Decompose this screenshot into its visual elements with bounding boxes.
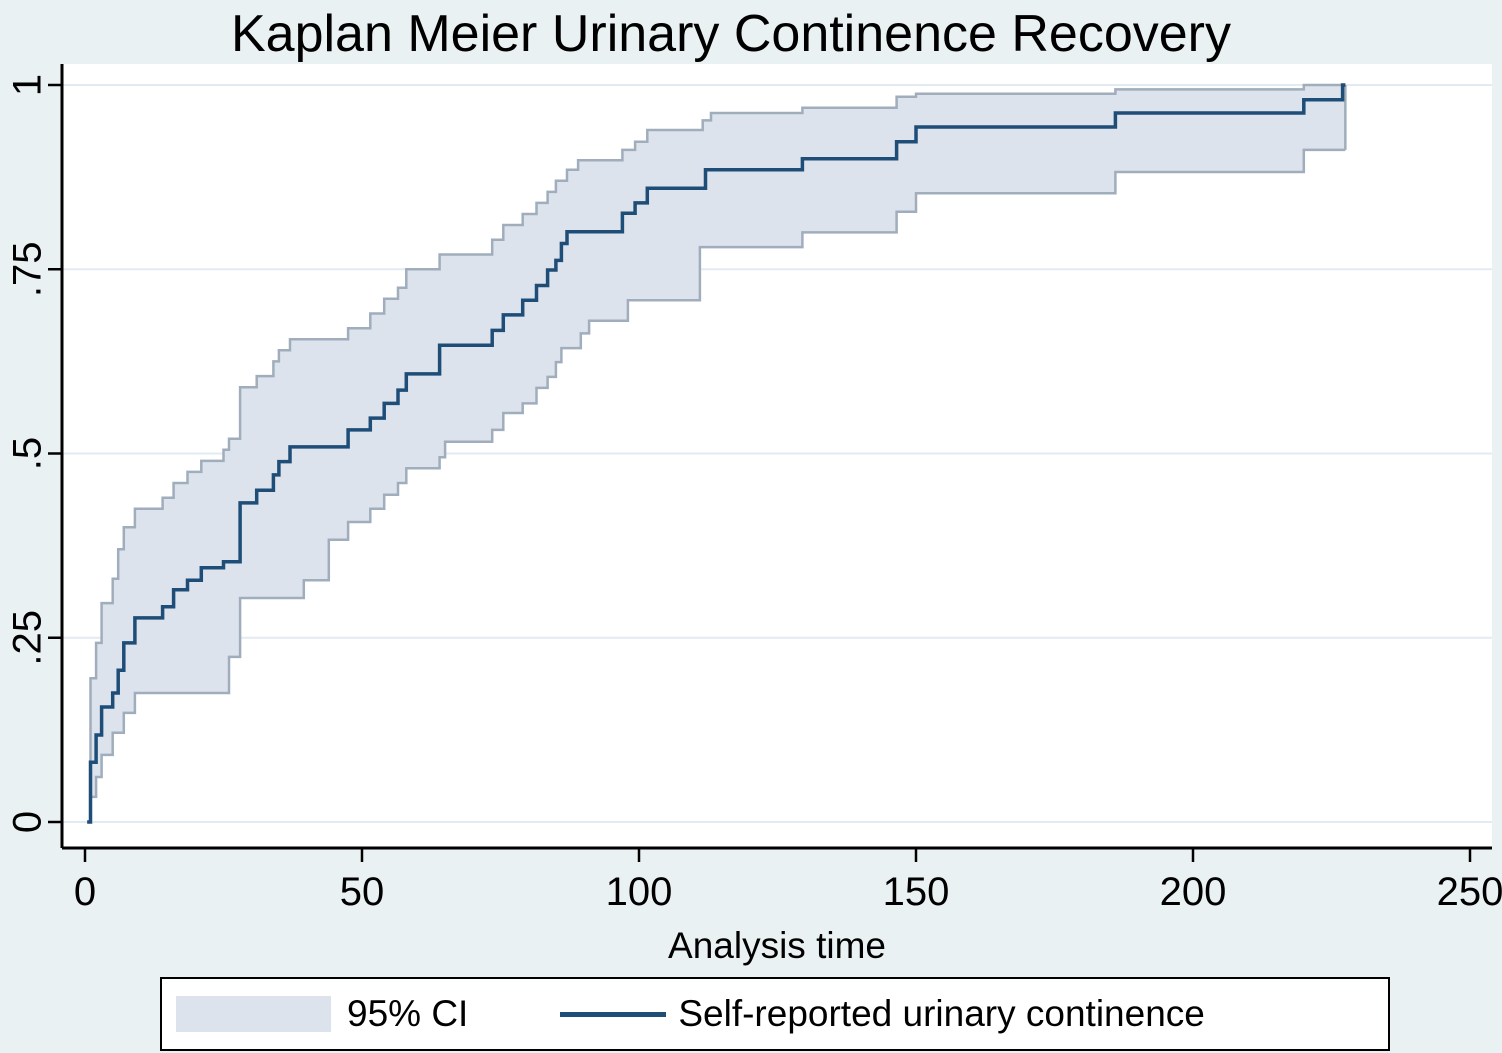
gridlines [62, 84, 1492, 823]
y-tick-label: 0 [6, 811, 50, 833]
ci-upper-edge [87, 83, 1346, 824]
ci-band [87, 85, 1346, 822]
legend-series-label: Self-reported urinary continence [678, 993, 1205, 1034]
x-axis-label: Analysis time [668, 925, 886, 966]
ci-band-swatch [176, 996, 331, 1032]
x-tick-label: 150 [883, 870, 950, 914]
x-axis-ticks: 0 50 100 150 200 250 [74, 848, 1502, 914]
km-curve [87, 83, 1346, 824]
y-tick-label: .25 [6, 610, 50, 666]
legend-ci-label: 95% CI [347, 993, 469, 1034]
y-tick-label: .5 [6, 437, 50, 470]
x-tick-label: 200 [1160, 870, 1227, 914]
x-tick-label: 50 [340, 870, 385, 914]
y-tick-label: 1 [6, 74, 50, 96]
y-axis-ticks: 0 .25 .5 .75 1 [6, 74, 62, 833]
legend-box: 95% CI Self-reported urinary continence [160, 977, 1390, 1051]
x-tick-label: 250 [1437, 870, 1502, 914]
y-tick-label: .75 [6, 241, 50, 297]
chart-title: Kaplan Meier Urinary Continence Recovery [230, 5, 1231, 63]
x-tick-label: 100 [606, 870, 673, 914]
x-tick-label: 0 [74, 870, 96, 914]
km-line-sample [560, 1011, 667, 1017]
ci-lower-edge [87, 148, 1346, 824]
